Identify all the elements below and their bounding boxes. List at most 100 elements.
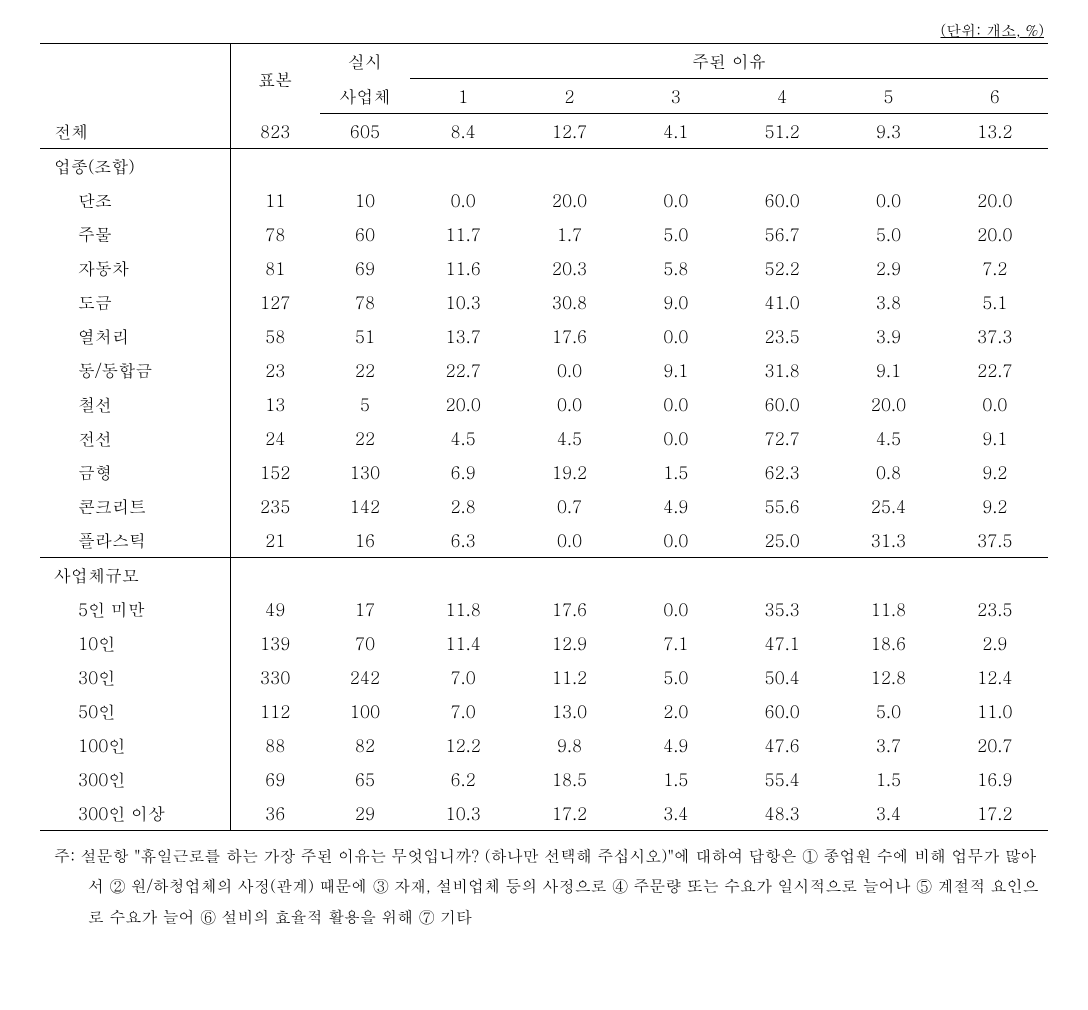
- row-label: 자동차: [40, 251, 230, 285]
- table-row: 300인 이상362910.317.23.448.33.417.2: [40, 796, 1048, 831]
- cell: 1.5: [623, 455, 729, 489]
- cell: 127: [230, 285, 320, 319]
- table-row: 열처리585113.717.60.023.53.937.3: [40, 319, 1048, 353]
- cell: [230, 149, 320, 184]
- cell: 0.0: [623, 523, 729, 558]
- cell: [942, 149, 1048, 184]
- cell: 70: [320, 626, 410, 660]
- row-label: 전체: [40, 114, 230, 149]
- row-label: 열처리: [40, 319, 230, 353]
- cell: 130: [320, 455, 410, 489]
- cell: 9.8: [516, 728, 622, 762]
- cell: 52.2: [729, 251, 835, 285]
- table-row: 100인888212.29.84.947.63.720.7: [40, 728, 1048, 762]
- header-r4: 4: [729, 79, 835, 114]
- cell: 18.6: [835, 626, 941, 660]
- table-row: 자동차816911.620.35.852.22.97.2: [40, 251, 1048, 285]
- table-row: 주물786011.71.75.056.75.020.0: [40, 217, 1048, 251]
- cell: 11.0: [942, 694, 1048, 728]
- cell: 17.6: [516, 592, 622, 626]
- cell: 41.0: [729, 285, 835, 319]
- cell: [942, 558, 1048, 593]
- table-row: 콘크리트2351422.80.74.955.625.49.2: [40, 489, 1048, 523]
- header-reason-group: 주된 이유: [410, 44, 1048, 79]
- cell: 10.3: [410, 796, 516, 831]
- cell: 78: [320, 285, 410, 319]
- header-r1: 1: [410, 79, 516, 114]
- cell: 12.4: [942, 660, 1048, 694]
- cell: 36: [230, 796, 320, 831]
- cell: 49: [230, 592, 320, 626]
- cell: 29: [320, 796, 410, 831]
- header-r3: 3: [623, 79, 729, 114]
- cell: 4.5: [410, 421, 516, 455]
- cell: 23.5: [729, 319, 835, 353]
- cell: 5.0: [623, 217, 729, 251]
- row-label: 300인: [40, 762, 230, 796]
- cell: 11.7: [410, 217, 516, 251]
- cell: [623, 149, 729, 184]
- row-label: 100인: [40, 728, 230, 762]
- row-label: 주물: [40, 217, 230, 251]
- unit-label: (단위: 개소, %): [40, 20, 1044, 41]
- cell: 25.0: [729, 523, 835, 558]
- cell: 11.6: [410, 251, 516, 285]
- row-label: 300인 이상: [40, 796, 230, 831]
- cell: 81: [230, 251, 320, 285]
- cell: 7.0: [410, 660, 516, 694]
- cell: 22: [320, 353, 410, 387]
- table-row: 철선13520.00.00.060.020.00.0: [40, 387, 1048, 421]
- table-row: 30인3302427.011.25.050.412.812.4: [40, 660, 1048, 694]
- cell: 242: [320, 660, 410, 694]
- row-label: 단조: [40, 183, 230, 217]
- cell: 22: [320, 421, 410, 455]
- cell: 58: [230, 319, 320, 353]
- table-row: 금형1521306.919.21.562.30.89.2: [40, 455, 1048, 489]
- cell: 60: [320, 217, 410, 251]
- header-r6: 6: [942, 79, 1048, 114]
- header-blank: [40, 44, 230, 114]
- table-row: 5인 미만491711.817.60.035.311.823.5: [40, 592, 1048, 626]
- cell: 12.9: [516, 626, 622, 660]
- cell: 16: [320, 523, 410, 558]
- table-row: 전체8236058.412.74.151.29.313.2: [40, 114, 1048, 149]
- cell: 1.7: [516, 217, 622, 251]
- cell: 62.3: [729, 455, 835, 489]
- cell: 823: [230, 114, 320, 149]
- cell: 47.6: [729, 728, 835, 762]
- cell: 20.3: [516, 251, 622, 285]
- section-header: 업종(조합): [40, 149, 230, 184]
- cell: 9.2: [942, 455, 1048, 489]
- cell: 605: [320, 114, 410, 149]
- cell: 4.1: [623, 114, 729, 149]
- footnote: 주: 설문항 "휴일근로를 하는 가장 주된 이유는 무엇입니까? (하나만 선…: [40, 841, 1048, 932]
- cell: 11.8: [835, 592, 941, 626]
- cell: 13: [230, 387, 320, 421]
- cell: 9.1: [942, 421, 1048, 455]
- header-sample: 표본: [230, 44, 320, 114]
- row-label: 30인: [40, 660, 230, 694]
- cell: 19.2: [516, 455, 622, 489]
- cell: 60.0: [729, 387, 835, 421]
- cell: 2.0: [623, 694, 729, 728]
- cell: 3.7: [835, 728, 941, 762]
- cell: [410, 558, 516, 593]
- section-header-row: 사업체규모: [40, 558, 1048, 593]
- cell: 0.8: [835, 455, 941, 489]
- cell: 37.5: [942, 523, 1048, 558]
- cell: 31.3: [835, 523, 941, 558]
- table-row: 도금1277810.330.89.041.03.85.1: [40, 285, 1048, 319]
- cell: 20.0: [516, 183, 622, 217]
- cell: 55.4: [729, 762, 835, 796]
- cell: 11.8: [410, 592, 516, 626]
- cell: 50.4: [729, 660, 835, 694]
- cell: 330: [230, 660, 320, 694]
- row-label: 10인: [40, 626, 230, 660]
- cell: 51: [320, 319, 410, 353]
- cell: 10.3: [410, 285, 516, 319]
- cell: 78: [230, 217, 320, 251]
- row-label: 5인 미만: [40, 592, 230, 626]
- row-label: 금형: [40, 455, 230, 489]
- cell: 8.4: [410, 114, 516, 149]
- cell: 5: [320, 387, 410, 421]
